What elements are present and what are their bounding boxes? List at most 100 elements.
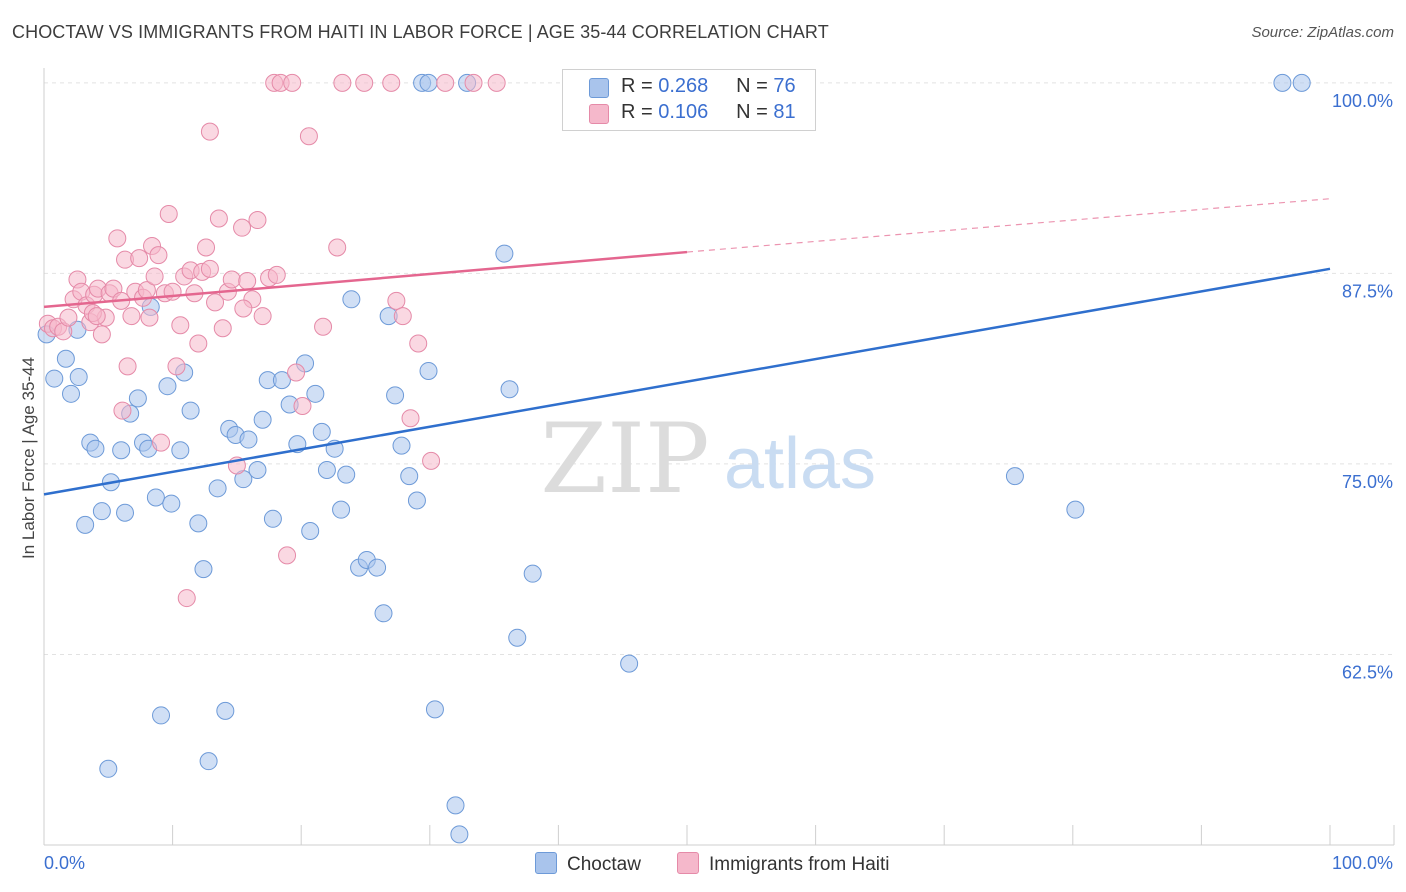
- point-choctaw: [1292, 73, 1311, 92]
- point-choctaw: [194, 560, 213, 579]
- point-haiti: [59, 308, 78, 327]
- point-choctaw: [76, 515, 95, 534]
- point-choctaw: [446, 796, 465, 815]
- point-choctaw: [374, 604, 393, 623]
- point-choctaw: [69, 368, 88, 387]
- point-haiti: [422, 451, 441, 470]
- point-choctaw: [158, 377, 177, 396]
- point-haiti: [382, 73, 401, 92]
- legend-label-choctaw: Choctaw: [567, 854, 641, 875]
- point-haiti: [200, 122, 219, 141]
- point-choctaw: [171, 441, 190, 460]
- point-haiti: [238, 272, 257, 291]
- data-points: [37, 73, 1311, 844]
- point-haiti: [436, 73, 455, 92]
- point-choctaw: [239, 430, 258, 449]
- point-choctaw: [216, 701, 235, 720]
- point-haiti: [145, 267, 164, 286]
- legend-n-value: 76: [773, 75, 796, 97]
- y-tick-label: 62.5%: [1342, 662, 1393, 682]
- point-haiti: [464, 73, 483, 92]
- point-haiti: [206, 293, 225, 312]
- point-choctaw: [337, 465, 356, 484]
- point-haiti: [222, 270, 241, 289]
- bottom-legend-haiti: Immigrants from Haiti: [677, 852, 890, 876]
- point-choctaw: [181, 401, 200, 420]
- point-haiti: [299, 127, 318, 146]
- source-label: Source: ZipAtlas.com: [1251, 24, 1394, 41]
- y-axis-label: In Labor Force | Age 35-44: [19, 357, 38, 559]
- point-haiti: [130, 249, 149, 268]
- point-haiti: [293, 397, 312, 416]
- point-haiti: [333, 73, 352, 92]
- point-choctaw: [56, 349, 75, 368]
- point-haiti: [328, 238, 347, 257]
- point-haiti: [108, 229, 127, 248]
- point-choctaw: [99, 759, 118, 778]
- point-haiti: [197, 238, 216, 257]
- point-haiti: [200, 259, 219, 278]
- stats-legend: R = 0.268 N = 76 R = 0.106 N = 81: [562, 69, 816, 131]
- point-choctaw: [368, 558, 387, 577]
- point-haiti: [267, 265, 286, 284]
- point-haiti: [278, 546, 297, 565]
- x-tick-label: 0.0%: [44, 853, 85, 873]
- point-choctaw: [208, 479, 227, 498]
- legend-r-label: R =: [621, 101, 653, 123]
- point-choctaw: [199, 752, 218, 771]
- point-choctaw: [253, 410, 272, 429]
- point-haiti: [152, 433, 171, 452]
- point-choctaw: [162, 494, 181, 513]
- point-choctaw: [189, 514, 208, 533]
- point-haiti: [209, 209, 228, 228]
- point-choctaw: [86, 439, 105, 458]
- point-haiti: [283, 73, 302, 92]
- point-haiti: [401, 409, 420, 428]
- point-choctaw: [272, 371, 291, 390]
- point-choctaw: [1005, 467, 1024, 486]
- point-choctaw: [425, 700, 444, 719]
- point-choctaw: [45, 369, 64, 388]
- x-tick-label: 100.0%: [1332, 853, 1393, 873]
- point-choctaw: [400, 467, 419, 486]
- point-choctaw: [332, 500, 351, 519]
- legend-r-label: R =: [621, 75, 653, 97]
- legend-swatch-haiti: [677, 852, 699, 874]
- point-choctaw: [508, 628, 527, 647]
- tick-labels: 100.0% 87.5% 75.0% 62.5% 0.0% 100.0%: [44, 91, 1393, 873]
- point-choctaw: [419, 73, 438, 92]
- point-haiti: [314, 317, 333, 336]
- point-choctaw: [342, 290, 361, 309]
- point-haiti: [393, 307, 412, 326]
- point-choctaw: [450, 825, 469, 844]
- point-haiti: [171, 316, 190, 335]
- point-choctaw: [317, 461, 336, 480]
- point-haiti: [87, 307, 106, 326]
- legend-r-value: 0.268: [658, 75, 709, 97]
- point-haiti: [118, 357, 137, 376]
- point-haiti: [287, 363, 306, 382]
- legend-n-label: N =: [736, 75, 768, 97]
- point-haiti: [253, 307, 272, 326]
- trend-lines: [43, 198, 1331, 496]
- legend-swatch-choctaw: [535, 852, 557, 874]
- point-haiti: [159, 204, 178, 223]
- trend-extension-haiti: [686, 198, 1331, 253]
- point-haiti: [92, 325, 111, 344]
- gridlines: [44, 82, 1394, 655]
- y-tick-label: 75.0%: [1342, 472, 1393, 492]
- point-choctaw: [386, 386, 405, 405]
- point-choctaw: [1066, 500, 1085, 519]
- point-choctaw: [500, 380, 519, 399]
- point-haiti: [233, 218, 252, 237]
- y-tick-label: 87.5%: [1342, 281, 1393, 301]
- point-haiti: [113, 401, 132, 420]
- legend-n-label: N =: [736, 101, 768, 123]
- trend-line-choctaw: [43, 267, 1331, 496]
- point-haiti: [167, 357, 186, 376]
- point-haiti: [234, 299, 253, 318]
- point-choctaw: [112, 441, 131, 460]
- point-choctaw: [620, 654, 639, 673]
- point-choctaw: [419, 361, 438, 380]
